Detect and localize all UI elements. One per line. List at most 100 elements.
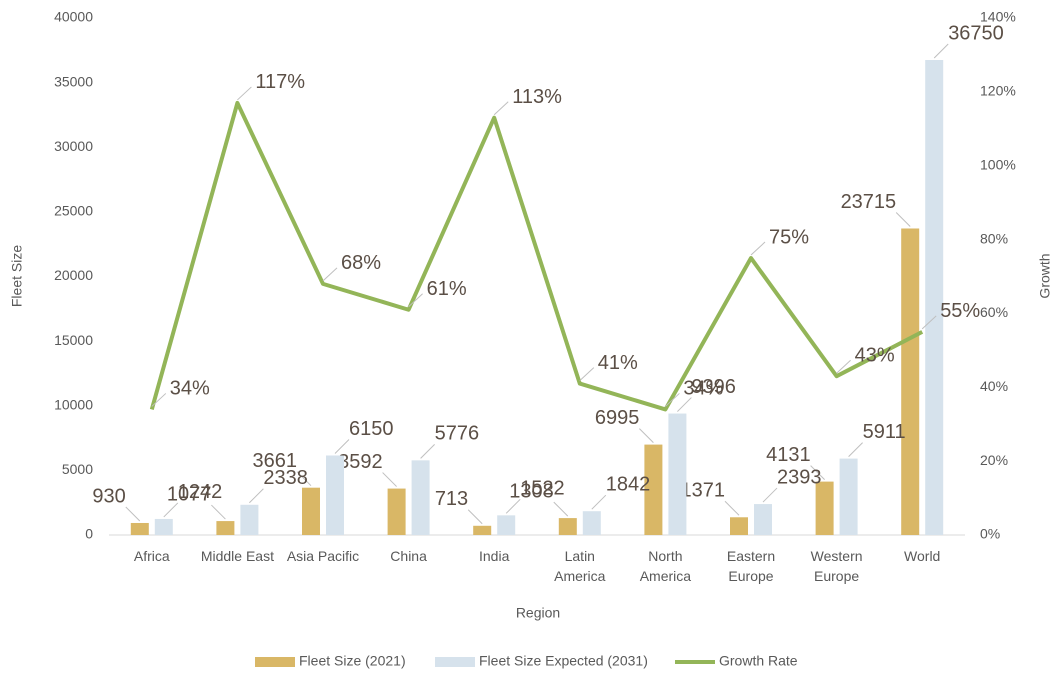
- data-label: 1242: [178, 481, 223, 503]
- bar: [925, 60, 944, 535]
- leader-line: [933, 43, 949, 59]
- leader-line: [724, 500, 740, 516]
- leader-line: [677, 397, 692, 412]
- data-label: 1842: [606, 473, 651, 495]
- leader-line: [553, 501, 569, 517]
- data-label: 41%: [598, 352, 638, 374]
- data-label: 55%: [940, 300, 980, 322]
- x-tick-label: China: [390, 548, 427, 564]
- data-label: 1522: [520, 478, 565, 500]
- leader-line: [296, 471, 312, 487]
- y2-tick-label: 120%: [980, 83, 1016, 99]
- bar: [302, 487, 320, 535]
- bar: [815, 481, 834, 535]
- data-label: 6995: [595, 407, 640, 429]
- leader-line: [639, 428, 654, 443]
- leader-line: [579, 367, 595, 381]
- leader-line: [211, 504, 226, 520]
- leader-line: [493, 101, 509, 116]
- leader-line: [810, 465, 825, 480]
- bar: [730, 517, 748, 535]
- leader-line: [762, 487, 778, 503]
- leader-line: [334, 439, 350, 454]
- y-tick-label: 30000: [54, 138, 93, 154]
- data-label: 117%: [255, 71, 305, 93]
- data-label: 5911: [863, 421, 906, 443]
- y-axis-title: Fleet Size: [9, 245, 25, 307]
- y2-tick-label: 80%: [980, 230, 1008, 246]
- leader-line: [151, 393, 167, 407]
- bar: [216, 521, 235, 535]
- data-label: 34%: [683, 378, 723, 400]
- legend-label: Fleet Size (2021): [299, 653, 406, 669]
- bar: [558, 518, 577, 535]
- leader-line: [249, 488, 264, 504]
- bar: [754, 504, 772, 535]
- y-tick-label: 5000: [62, 461, 93, 477]
- data-label: 1371: [681, 480, 726, 502]
- bar: [473, 525, 492, 535]
- x-axis-title: Region: [516, 605, 560, 621]
- leader-line: [836, 359, 851, 374]
- y2-tick-label: 140%: [980, 9, 1016, 25]
- y2-axis-title: Growth: [1037, 253, 1053, 298]
- leader-line: [665, 393, 680, 407]
- y-tick-label: 10000: [54, 396, 93, 412]
- legend-swatch: [255, 657, 295, 667]
- data-label: 9396: [691, 376, 736, 398]
- x-tick-label: World: [904, 548, 941, 564]
- y-tick-label: 0: [85, 526, 93, 542]
- data-label: 61%: [427, 278, 467, 300]
- data-label: 5776: [435, 423, 480, 445]
- bar: [497, 515, 516, 535]
- y-tick-label: 20000: [54, 267, 93, 283]
- data-label: 23715: [841, 191, 897, 213]
- data-label: 3592: [338, 451, 383, 473]
- legend-label: Fleet Size Expected (2031): [479, 653, 648, 669]
- legend-swatch: [435, 657, 475, 667]
- x-tick-label: Asia Pacific: [286, 548, 360, 564]
- leader-line: [163, 502, 179, 518]
- data-label: 68%: [341, 252, 381, 274]
- leader-line: [420, 443, 435, 459]
- bar: [154, 518, 173, 535]
- bar: [668, 413, 687, 535]
- x-tick-label: Western Europe: [810, 548, 863, 584]
- y2-tick-label: 100%: [980, 156, 1016, 172]
- y2-tick-label: 60%: [980, 304, 1008, 320]
- bar: [387, 488, 406, 535]
- leader-line: [591, 494, 607, 510]
- data-label: 2338: [263, 467, 308, 489]
- leader-line: [382, 472, 397, 487]
- y2-tick-label: 40%: [980, 378, 1008, 394]
- leader-line: [408, 293, 423, 308]
- bar: [326, 455, 344, 535]
- leader-line: [848, 442, 863, 457]
- data-label: 113%: [512, 86, 562, 108]
- y2-tick-label: 20%: [980, 452, 1008, 468]
- line: [149, 100, 924, 412]
- x-tick-label: North America: [639, 548, 692, 584]
- leader-line: [895, 212, 911, 227]
- bar: [240, 504, 259, 535]
- y-tick-label: 40000: [54, 9, 93, 25]
- y-tick-label: 25000: [54, 203, 93, 219]
- data-label: 2393: [777, 466, 822, 488]
- y-tick-label: 35000: [54, 73, 93, 89]
- x-tick-label: Africa: [133, 548, 170, 564]
- data-label: 36750: [948, 22, 1004, 44]
- bar: [411, 460, 430, 535]
- bar: [644, 444, 663, 535]
- data-label: 1077: [167, 483, 212, 505]
- leader-line: [322, 267, 338, 282]
- bar: [901, 228, 920, 535]
- bar: [582, 511, 601, 535]
- data-label: 930: [92, 485, 125, 507]
- leader-line: [750, 241, 766, 256]
- data-label: 4131: [766, 444, 811, 466]
- data-label: 713: [435, 488, 468, 510]
- x-tick-label: Latin America: [554, 548, 606, 584]
- data-label: 43%: [855, 344, 895, 366]
